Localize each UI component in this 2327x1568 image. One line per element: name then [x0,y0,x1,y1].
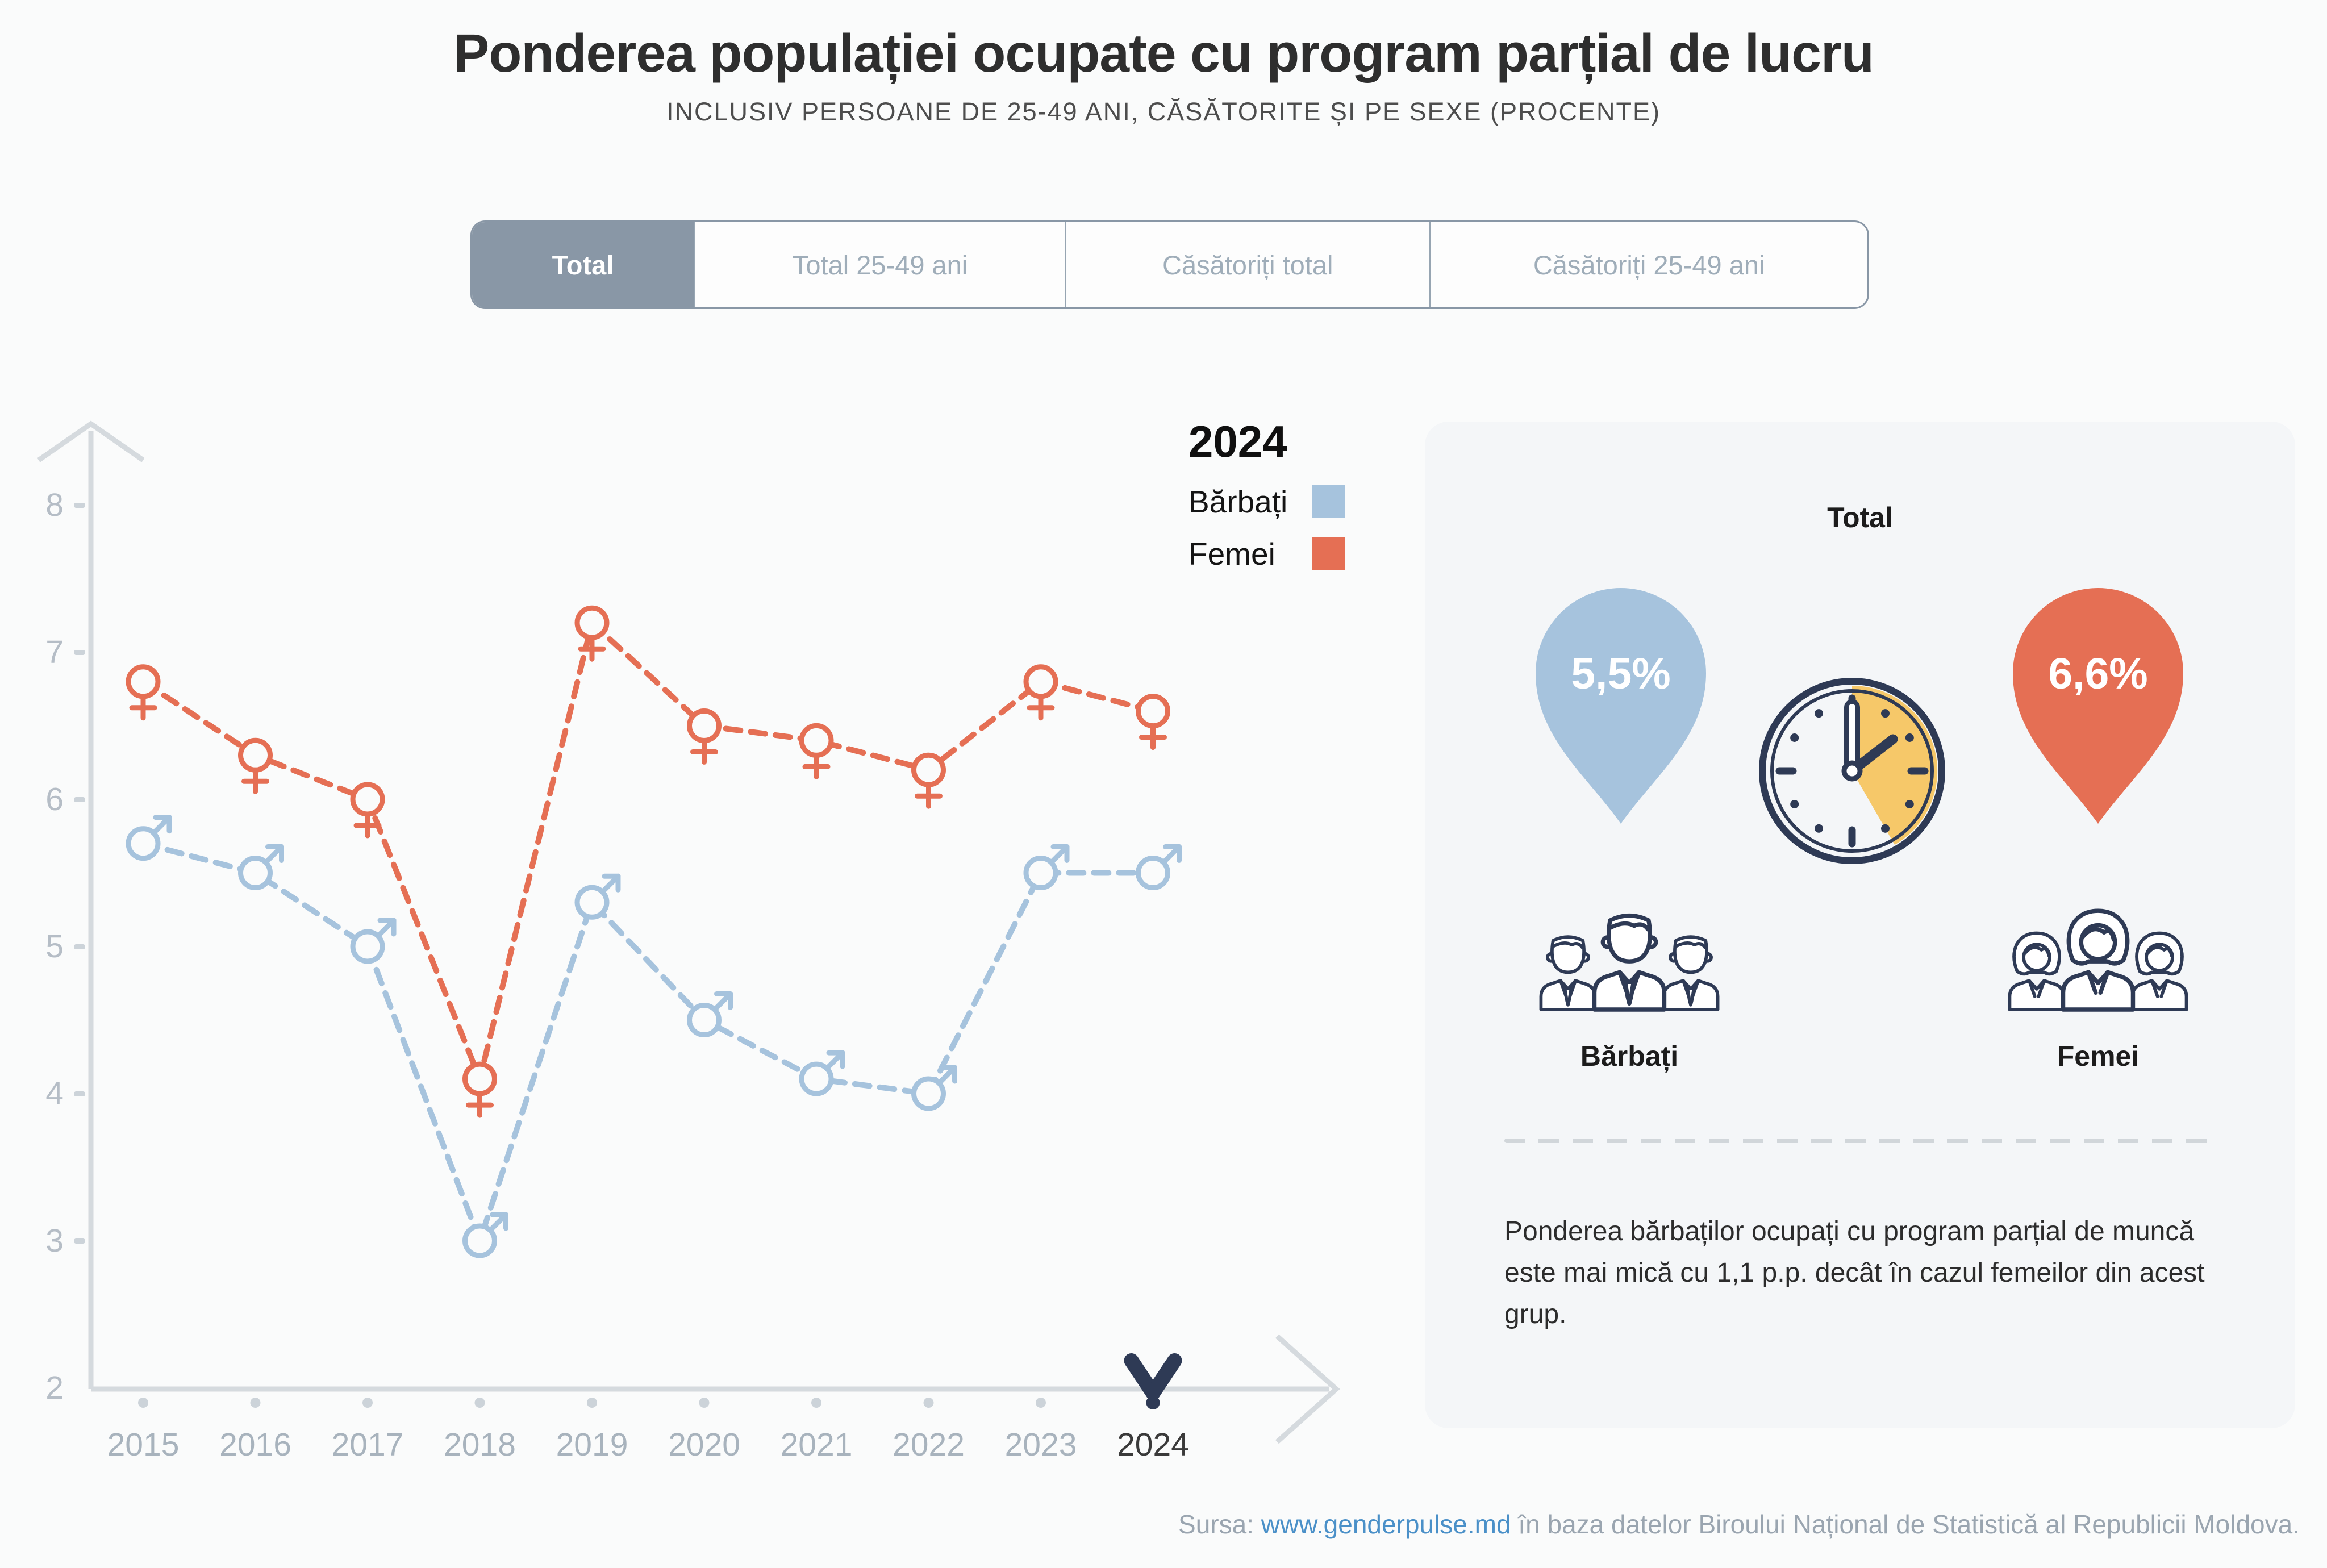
data-point-male-2020 [687,991,733,1037]
men-group-icon [1521,906,1737,1019]
tab-total[interactable]: Total [472,222,695,307]
summary-panel: Total 5,5% 6,6% Bărbați Femei Ponderea b… [1425,422,2295,1428]
legend-year: 2024 [1188,416,1287,466]
source-line: Sursa: www.genderpulse.md în baza datelo… [1178,1509,2300,1540]
chart-legend: 2024 Bărbați Femei [1188,416,1427,572]
data-point-female-2016 [238,737,273,794]
data-point-male-2016 [238,844,284,890]
year-indicator-icon [1124,1353,1182,1400]
panel-note: Ponderea bărbaților ocupați cu program p… [1504,1216,2205,1329]
y-tick-label: 3 [45,1223,64,1259]
y-tick-label: 8 [45,487,64,523]
year-tick-label-2024[interactable]: 2024 [1117,1427,1189,1463]
tab-married-total[interactable]: Căsătoriți total [1066,222,1431,307]
source-prefix: Sursa: [1178,1509,1261,1539]
data-point-male-2022 [911,1065,957,1111]
data-point-female-2022 [911,752,946,809]
women-group-icon [1990,906,2206,1019]
series-line-male [140,840,1156,1249]
page-subtitle: INCLUSIV PERSOANE DE 25-49 ANI, CĂSĂTORI… [666,97,1661,126]
legend-female-label: Femei [1188,536,1275,572]
year-tick-label-2019[interactable]: 2019 [556,1427,628,1463]
tab-married-25-49[interactable]: Căsătoriți 25-49 ani [1533,249,1765,280]
male-pin-value: 5,5% [1571,649,1671,698]
filter-tab-group: Total Total 25-49 ani Căsătoriți total C… [470,220,1869,309]
data-point-male-2018 [462,1212,508,1258]
source-suffix: în baza datelor Biroului Național de Sta… [1511,1509,2300,1539]
female-pin-value: 6,6% [2048,649,2148,698]
men-group-label: Bărbați [1580,1040,1679,1072]
panel-heading: Total [1827,502,1893,533]
header: Ponderea populației ocupate cu program p… [0,23,2327,127]
clock-icon [1759,678,1945,864]
year-tick-label-2020[interactable]: 2020 [668,1427,740,1463]
year-tick-label-2015[interactable]: 2015 [107,1427,180,1463]
year-tick-label-2023[interactable]: 2023 [1005,1427,1077,1463]
data-point-female-2020 [687,708,722,765]
data-point-male-2019 [574,873,621,920]
data-point-female-2023 [1023,664,1058,721]
y-tick-label: 5 [45,928,64,965]
data-point-male-2024 [1136,844,1182,890]
data-point-male-2023 [1023,844,1070,890]
data-point-female-2015 [126,664,161,721]
year-tick-label-2016[interactable]: 2016 [219,1427,291,1463]
y-tick-label: 4 [45,1075,64,1112]
year-tick-label-2022[interactable]: 2022 [893,1427,965,1463]
legend-item-male: Bărbați [1188,483,1427,520]
y-tick-label: 7 [45,634,64,670]
data-point-male-2017 [350,918,397,964]
data-point-male-2021 [799,1050,845,1096]
legend-male-swatch-icon [1312,485,1345,518]
source-link[interactable]: www.genderpulse.md [1261,1509,1511,1539]
women-group-label: Femei [2057,1040,2140,1072]
legend-male-label: Bărbați [1188,484,1288,519]
tab-total-25-49[interactable]: Total 25-49 ani [695,222,1067,307]
female-pin-icon [2013,588,2183,824]
year-tick-label-2017[interactable]: 2017 [332,1427,404,1463]
data-point-female-2024 [1136,694,1170,750]
male-pin-icon [1536,588,1706,824]
y-tick-label: 2 [45,1370,64,1406]
data-point-female-2019 [574,605,610,662]
legend-item-female: Femei [1188,536,1427,572]
page-title: Ponderea populației ocupate cu program p… [453,23,1874,84]
y-tick-label: 6 [45,781,64,818]
series-line-female [140,617,1156,1089]
year-tick-label-2018[interactable]: 2018 [444,1427,516,1463]
panel-divider [1504,1139,2216,1143]
data-point-female-2017 [350,782,385,839]
legend-female-swatch-icon [1312,537,1345,570]
data-point-male-2015 [126,815,172,861]
data-point-female-2018 [462,1061,497,1118]
data-point-female-2021 [799,723,834,779]
year-tick-label-2021[interactable]: 2021 [781,1427,853,1463]
